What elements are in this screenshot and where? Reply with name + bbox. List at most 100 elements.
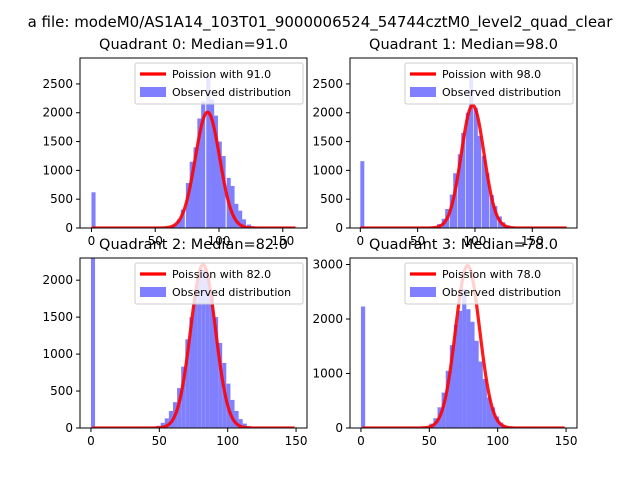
- x-tick-label: 100: [464, 234, 487, 248]
- histogram-bar: [221, 155, 226, 228]
- y-tick-label: 1000: [312, 367, 343, 381]
- histogram-bar: [217, 141, 222, 228]
- axes-frame: [79, 257, 308, 429]
- legend-patch-swatch: [410, 87, 436, 97]
- x-tick-label: 150: [285, 434, 308, 448]
- subplot-title: Quadrant 1: Median=98.0: [369, 37, 558, 53]
- histogram-bar: [449, 194, 454, 228]
- legend-label-observed: Observed distribution: [172, 286, 291, 299]
- histogram-bar: [482, 378, 487, 428]
- x-tick-label: 50: [152, 434, 167, 448]
- y-tick-label: 500: [320, 192, 343, 206]
- y-tick-label: 1500: [42, 310, 73, 324]
- histogram-bar: [481, 155, 486, 228]
- x-tick-label: 0: [87, 434, 95, 448]
- plot-area: [90, 258, 296, 428]
- histogram-bar: [193, 147, 198, 228]
- axes-frame: [349, 257, 578, 429]
- legend-label-poisson: Poission with 98.0: [442, 68, 541, 81]
- histogram-bar: [176, 219, 182, 228]
- subplot-title: Quadrant 0: Median=91.0: [99, 37, 288, 53]
- histogram-bar: [234, 411, 239, 428]
- x-tick-label: 100: [216, 434, 239, 448]
- histogram-bar: [164, 418, 169, 428]
- legend-label-observed: Observed distribution: [442, 286, 561, 299]
- histogram-bar: [206, 75, 211, 228]
- histogram-bar: [201, 269, 206, 428]
- histogram-bar: [489, 195, 494, 228]
- y-tick-label: 2000: [312, 312, 343, 326]
- histogram-bar: [209, 294, 215, 428]
- axes-frame: [349, 57, 578, 229]
- histogram-bar: [213, 115, 218, 228]
- histogram-bar: [485, 173, 490, 228]
- histogram-bar: [449, 345, 455, 428]
- histogram-bar: [185, 339, 190, 428]
- y-tick-label: 2000: [312, 106, 343, 120]
- legend-label-poisson: Poission with 91.0: [172, 68, 271, 81]
- x-tick-label: 150: [555, 434, 578, 448]
- legend: Poission with 78.0 Observed distribution: [404, 262, 574, 305]
- subplot-quadrant-3: Quadrant 3: Median=78.00 50 100 15001000200…: [312, 237, 577, 448]
- histogram-bar: [238, 210, 243, 228]
- legend-frame: [134, 262, 304, 305]
- histogram-bar: [465, 112, 470, 228]
- legend-frame: [134, 62, 304, 105]
- histogram-bar-zero: [360, 306, 366, 428]
- histogram-bar-zero: [360, 161, 365, 228]
- histogram-bar: [230, 399, 235, 428]
- legend-patch-swatch: [140, 87, 166, 97]
- y-tick-label: 0: [335, 221, 343, 235]
- histogram-bar: [478, 361, 483, 428]
- histogram-bar: [493, 206, 498, 228]
- legend-label-poisson: Poission with 78.0: [442, 268, 541, 281]
- histogram-bar: [453, 324, 459, 428]
- subplot-title: Quadrant 3: Median=78.0: [369, 237, 558, 253]
- legend-label-observed: Observed distribution: [442, 86, 561, 99]
- histogram-bar: [205, 276, 210, 428]
- histogram-bar: [241, 219, 247, 228]
- y-tick-label: 1000: [42, 347, 73, 361]
- histogram-bar: [469, 75, 474, 228]
- histogram-bar: [466, 309, 471, 428]
- x-tick-label: 50: [148, 234, 163, 248]
- histogram-bar: [193, 294, 198, 428]
- histogram-bar-zero: [91, 192, 96, 228]
- subplot-quadrant-2: Quadrant 2: Median=82.00 50 100 15005001000…: [42, 237, 307, 448]
- histogram-bar: [180, 209, 185, 228]
- y-tick-label: 2000: [42, 273, 73, 287]
- histogram-bar: [214, 317, 219, 428]
- y-tick-label: 500: [50, 192, 73, 206]
- x-tick-label: 100: [208, 234, 231, 248]
- figure-suptitle: a file: modeM0/AS1A14_103T01_9000006524_…: [28, 13, 614, 32]
- histogram-bar: [185, 183, 190, 228]
- y-tick-label: 1500: [312, 135, 343, 149]
- x-tick-label: 0: [357, 434, 365, 448]
- histogram-bar: [473, 108, 478, 228]
- y-tick-label: 1000: [42, 163, 73, 177]
- x-tick-label: 150: [521, 234, 544, 248]
- x-tick-label: 0: [88, 234, 96, 248]
- y-tick-label: 2500: [312, 77, 343, 91]
- legend: Poission with 98.0 Observed distribution: [404, 62, 574, 105]
- histogram-bar: [189, 161, 194, 228]
- poisson-curve: [359, 103, 568, 228]
- y-tick-label: 1000: [312, 163, 343, 177]
- histogram-bar: [210, 99, 215, 228]
- legend-patch-swatch: [140, 287, 166, 297]
- histogram-bar: [234, 203, 239, 228]
- histogram-bar: [189, 317, 194, 428]
- histogram-bar: [462, 289, 467, 428]
- histogram-bar: [242, 423, 247, 428]
- histogram-bar: [201, 101, 206, 228]
- y-tick-label: 3000: [312, 258, 343, 272]
- histogram-bar: [181, 366, 186, 428]
- histogram-bar: [486, 397, 491, 428]
- legend-label-poisson: Poission with 82.0: [172, 268, 271, 281]
- histogram-bar: [168, 411, 173, 428]
- y-tick-label: 0: [335, 421, 343, 435]
- histogram-bar: [470, 321, 475, 428]
- y-tick-label: 500: [50, 384, 73, 398]
- histogram-bar: [457, 154, 462, 228]
